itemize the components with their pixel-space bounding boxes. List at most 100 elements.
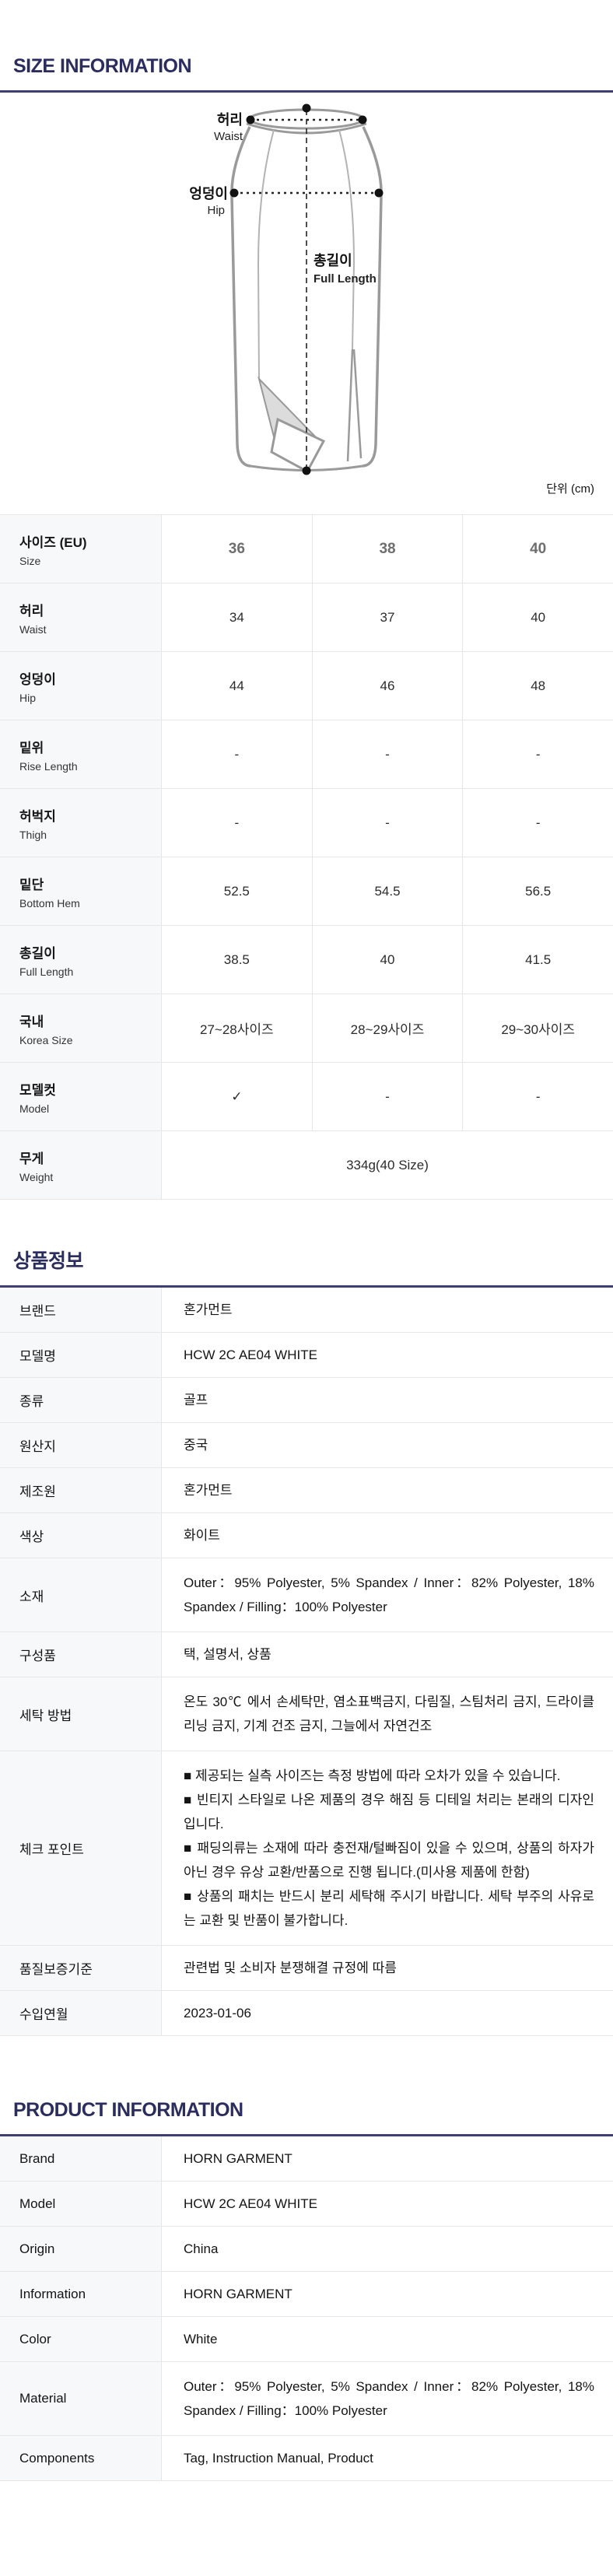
skirt-measurement-diagram: 허리 Waist 엉덩이 Hip 총길이 Full Length: [189, 103, 384, 475]
info-row-value: ■ 제공되는 실측 사이즈는 측정 방법에 따라 오차가 있을 수 있습니다. …: [184, 1768, 594, 1928]
info-row-label: 브랜드: [0, 1288, 162, 1332]
info-row: 세탁 방법 온도 30℃ 에서 손세탁만, 염소표백금지, 다림질, 스팀처리 …: [0, 1677, 613, 1751]
info-row: 품질보증기준 관련법 및 소비자 분쟁해결 규정에 따름: [0, 1946, 613, 1991]
size-table-row: 총길이 Full Length 38.5 40 41.5: [0, 926, 613, 994]
size-cell: -: [313, 1063, 464, 1130]
info-row: Brand HORN GARMENT: [0, 2136, 613, 2182]
size-table-row: 엉덩이 Hip 44 46 48: [0, 652, 613, 720]
row-label-ko: 사이즈 (EU): [19, 534, 87, 550]
row-label-en: Rise Length: [19, 759, 78, 773]
size-cell: 40: [313, 926, 464, 994]
row-label-ko: 모델컷: [19, 1082, 56, 1098]
info-row-label: 제조원: [0, 1468, 162, 1512]
info-row-check-points: 체크 포인트 ■ 제공되는 실측 사이즈는 측정 방법에 따라 오차가 있을 수…: [0, 1751, 613, 1946]
size-cell: 40: [530, 540, 547, 557]
waist-right-dot: [358, 115, 367, 124]
size-table-row: 허리 Waist 34 37 40: [0, 584, 613, 652]
info-row: 구성품 택, 설명서, 상품: [0, 1632, 613, 1677]
info-row-label: 색상: [0, 1513, 162, 1558]
size-cell: 46: [313, 652, 464, 720]
hip-right-dot: [374, 188, 384, 198]
info-row: 브랜드 혼가먼트: [0, 1288, 613, 1333]
row-label-en: Hip: [19, 691, 37, 704]
info-row-value: 택, 설명서, 상품: [184, 1647, 271, 1662]
info-row-label: 세탁 방법: [0, 1677, 162, 1751]
info-row-value: White: [184, 2332, 218, 2346]
info-row-value: Outer：95% Polyester, 5% Spandex / Inner：…: [184, 1575, 594, 1614]
hip-left-dot: [229, 188, 239, 198]
skirt-right-slit: [346, 349, 363, 462]
info-row-label: Model: [0, 2182, 162, 2226]
row-label-en: Thigh: [19, 828, 47, 841]
info-row-value: HORN GARMENT: [184, 2287, 292, 2301]
info-row: 원산지 중국: [0, 1423, 613, 1468]
size-cell: 34: [162, 584, 313, 651]
size-table-row: 허벅지 Thigh - - -: [0, 789, 613, 857]
full-length-top-dot: [302, 103, 311, 113]
product-info-ko-title: 상품정보: [13, 1250, 84, 1272]
product-info-ko-table: 브랜드 혼가먼트 모델명 HCW 2C AE04 WHITE 종류 골프 원산지…: [0, 1288, 613, 2036]
row-label-ko: 총길이: [19, 945, 56, 961]
full-length-label-ko: 총길이: [314, 252, 352, 268]
skirt-left-edge: [230, 126, 251, 468]
row-label-ko: 허벅지: [19, 808, 56, 824]
info-row-value: HORN GARMENT: [184, 2151, 292, 2166]
size-section-title: SIZE INFORMATION: [13, 55, 192, 77]
size-cell: 56.5: [525, 883, 552, 899]
info-row-value: HCW 2C AE04 WHITE: [184, 2196, 317, 2211]
size-cell: 38.5: [162, 926, 313, 994]
size-cell: 38: [313, 515, 464, 583]
row-label-ko: 국내: [19, 1014, 44, 1029]
info-row: Information HORN GARMENT: [0, 2272, 613, 2317]
row-label-en: Bottom Hem: [19, 896, 80, 909]
size-cell: -: [313, 720, 464, 788]
info-row-label: Brand: [0, 2136, 162, 2181]
weight-value-cell: 334g(40 Size): [346, 1157, 429, 1172]
size-cell: 28~29사이즈: [313, 994, 464, 1062]
product-info-ko-divider: [0, 1285, 613, 1288]
size-cell: 29~30사이즈: [501, 1022, 576, 1037]
info-row-label: Origin: [0, 2227, 162, 2271]
info-row: Color White: [0, 2317, 613, 2362]
size-table-weight-row: 무게 Weight 334g(40 Size): [0, 1131, 613, 1200]
info-row-value: China: [184, 2241, 219, 2256]
info-row-label: 원산지: [0, 1423, 162, 1467]
info-row-label: 구성품: [0, 1632, 162, 1677]
hip-label-ko: 엉덩이: [189, 186, 228, 202]
size-cell: -: [313, 789, 464, 857]
info-row-label: Color: [0, 2317, 162, 2361]
size-table-row: 사이즈 (EU) Size 36 38 40: [0, 515, 613, 584]
size-cell: -: [162, 720, 313, 788]
size-cell: 54.5: [313, 857, 464, 925]
row-label-ko: 밑단: [19, 877, 44, 892]
info-row: 수입연월 2023-01-06: [0, 1991, 613, 2036]
size-diagram: 허리 Waist 엉덩이 Hip 총길이 Full Length: [0, 93, 613, 482]
size-cell: 36: [162, 515, 313, 583]
row-label-ko: 허리: [19, 603, 44, 619]
info-row-label: Material: [0, 2362, 162, 2435]
size-table-row: 밑단 Bottom Hem 52.5 54.5 56.5: [0, 857, 613, 926]
row-label-en: Waist: [19, 622, 47, 636]
product-info-en-title: PRODUCT INFORMATION: [13, 2099, 243, 2121]
size-cell: 27~28사이즈: [162, 994, 313, 1062]
size-cell: 48: [531, 678, 546, 693]
size-cell: -: [535, 746, 541, 762]
info-row-value: Outer：95% Polyester, 5% Spandex / Inner：…: [184, 2379, 594, 2418]
info-row-label: 모델명: [0, 1333, 162, 1377]
waist-label-ko: 허리: [217, 112, 243, 128]
size-table: 사이즈 (EU) Size 36 38 40 허리 Waist 34 37 40…: [0, 514, 613, 1200]
info-row: 모델명 HCW 2C AE04 WHITE: [0, 1333, 613, 1378]
info-row-label: 품질보증기준: [0, 1946, 162, 1990]
info-row-label: 수입연월: [0, 1991, 162, 2035]
bottom-spacer: [0, 2481, 613, 2542]
row-label-en: Size: [19, 554, 41, 567]
info-row-value: 화이트: [184, 1528, 220, 1543]
skirt-right-edge: [362, 126, 383, 468]
info-row-value: 2023-01-06: [184, 2006, 251, 2020]
size-table-row: 모델컷 Model ✓ - -: [0, 1063, 613, 1131]
size-cell: 41.5: [525, 952, 552, 967]
model-check-cell: ✓: [162, 1063, 313, 1130]
size-cell: -: [535, 1088, 541, 1104]
info-row-value: 온도 30℃ 에서 손세탁만, 염소표백금지, 다림질, 스팀처리 금지, 드라…: [184, 1695, 594, 1733]
